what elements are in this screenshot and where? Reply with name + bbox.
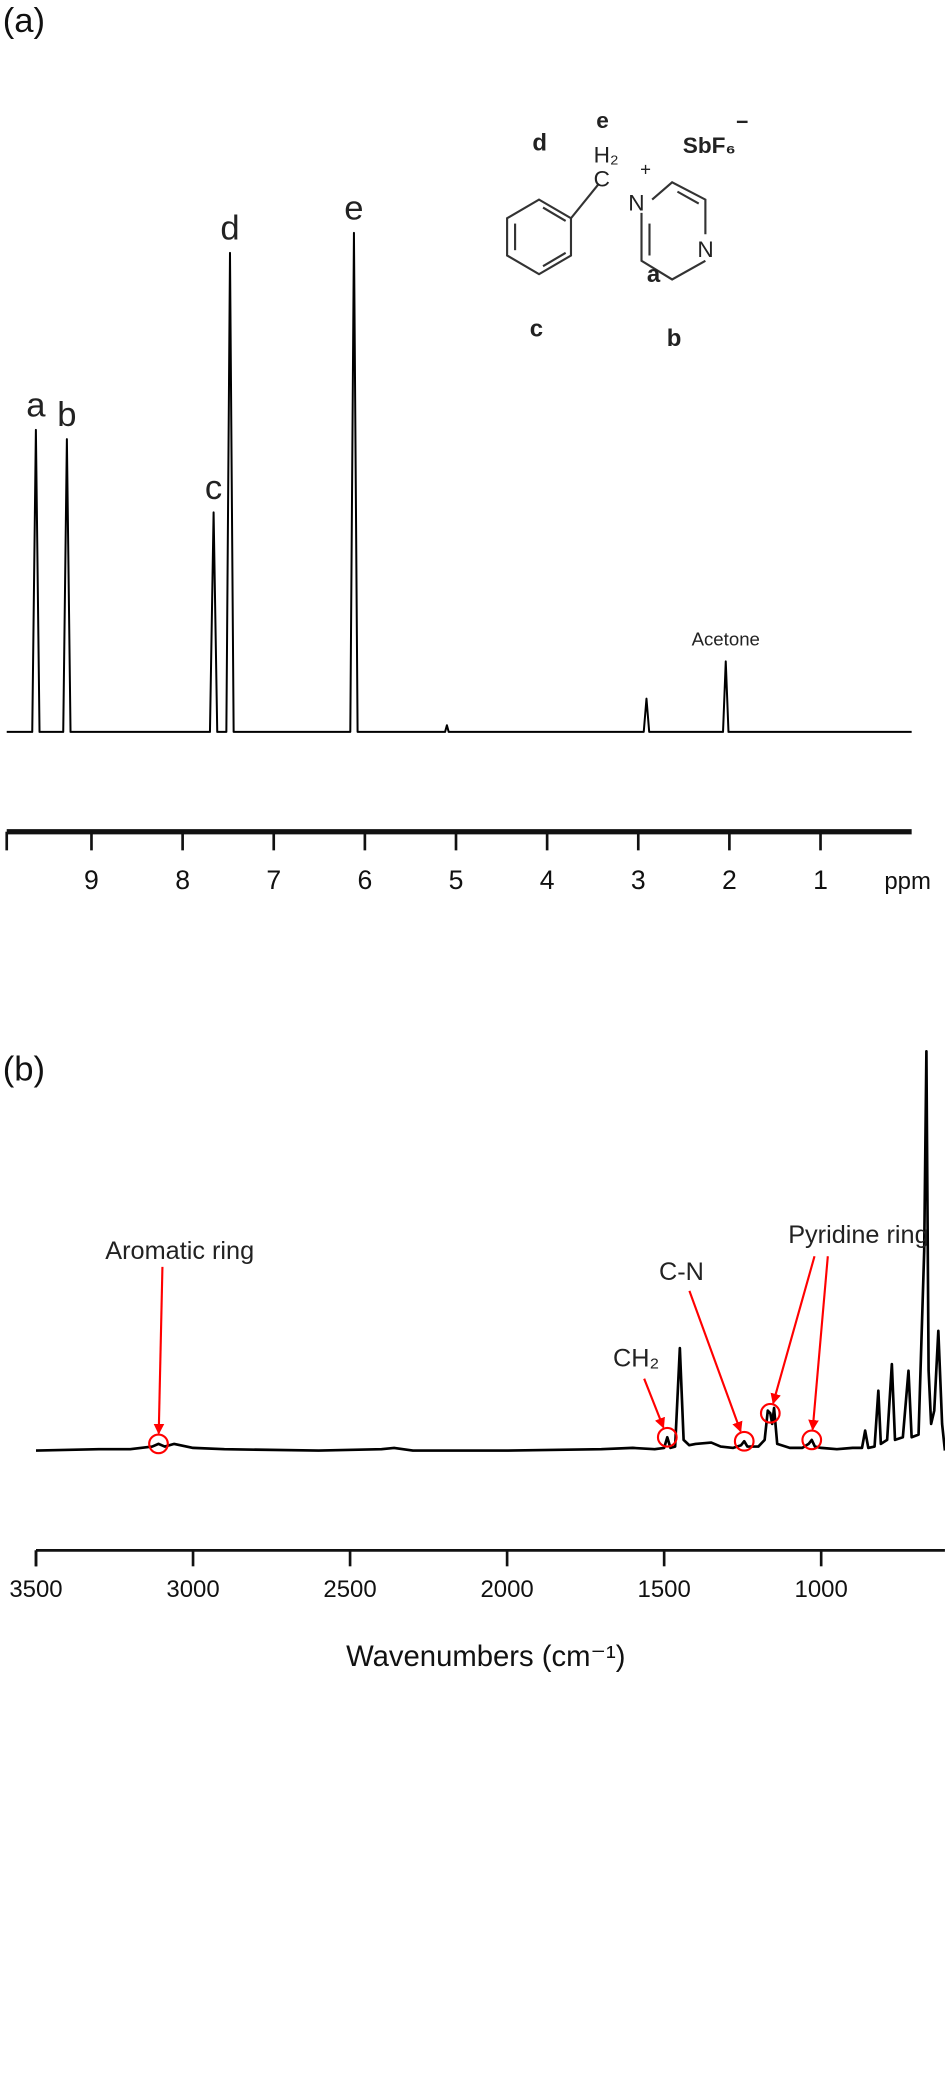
annotation-label: Pyridine ring [788, 1221, 928, 1249]
annotation-arrow [770, 1255, 816, 1405]
annotation-circle [656, 1426, 678, 1448]
x-tick-label: 1000 [795, 1576, 848, 1603]
structure-label: C [594, 166, 610, 191]
peak-label: a [26, 387, 46, 425]
x-tick-label: 3 [631, 865, 646, 895]
annotation-circle [801, 1429, 823, 1451]
bond [570, 182, 600, 219]
structure [506, 181, 707, 281]
x-tick-label: 5 [449, 865, 464, 895]
structure-label: − [736, 110, 748, 134]
panel-label: (a) [3, 2, 45, 40]
x-tick-label: 6 [357, 865, 372, 895]
annotation-arrow [808, 1256, 829, 1431]
x-axis-title: Wavenumbers (cm⁻¹) [346, 1641, 625, 1673]
annotation-label: C-N [659, 1258, 704, 1286]
structure-label: N [628, 190, 644, 215]
structure-label: e [596, 108, 609, 133]
x-tick-label: 3000 [166, 1576, 219, 1603]
x-tick-label: 2000 [480, 1576, 533, 1603]
panel-label: (b) [3, 1051, 45, 1089]
spectrum-line [6, 231, 912, 733]
annotation-arrow [688, 1290, 743, 1433]
bond [542, 206, 567, 222]
x-tick-label: 2500 [323, 1576, 376, 1603]
structure-label: c [530, 316, 543, 343]
structure-label: a [647, 261, 661, 288]
peak-label: e [344, 190, 363, 228]
x-tick-label: 2 [722, 865, 737, 895]
peak-label: d [220, 210, 239, 248]
annotation-circle [733, 1430, 755, 1452]
structure-label: + [640, 159, 651, 180]
annotation-circle [759, 1402, 781, 1424]
structure-label: b [667, 325, 682, 352]
peak-label: Acetone [692, 628, 760, 649]
annotation-arrow [643, 1378, 665, 1429]
pyrazine-ring [640, 212, 706, 281]
peak-label: c [205, 469, 222, 507]
pyrazine-ring [651, 181, 707, 235]
bond [676, 190, 700, 205]
annotation-arrow [153, 1266, 165, 1435]
peak-label: b [57, 396, 76, 434]
x-tick-label: 1500 [638, 1576, 691, 1603]
structure-label: H₂ [594, 142, 619, 167]
x-tick-label: 8 [175, 865, 190, 895]
x-tick-label: 3500 [9, 1576, 62, 1603]
x-tick-label: 1 [813, 865, 828, 895]
benzene-ring [506, 198, 573, 276]
structure-label: SbF₆ [683, 133, 736, 158]
bond [542, 251, 567, 268]
x-tick-label: 4 [540, 865, 555, 895]
x-tick-label: 9 [84, 865, 99, 895]
annotation-circle [148, 1433, 169, 1455]
annotation-label: Aromatic ring [105, 1237, 254, 1265]
structure-label: N [697, 237, 713, 262]
spectrum-line [35, 1049, 945, 1452]
x-axis-title: ppm [884, 868, 931, 895]
x-tick-label: 7 [266, 865, 281, 895]
structure-label: d [532, 129, 547, 156]
annotation-label: CH₂ [613, 1345, 659, 1373]
